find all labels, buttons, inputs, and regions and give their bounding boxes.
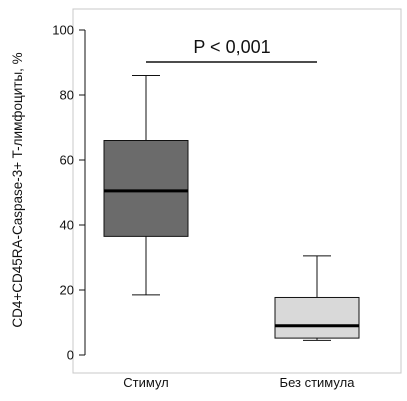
y-axis-label: CD4+CD45RA-Caspase-3+ T-лимфоциты, % [10, 52, 25, 327]
box-1 [103, 75, 189, 296]
y-tick-label: 20 [60, 283, 74, 298]
y-tick-label: 100 [52, 23, 74, 38]
p-value-annotation: P < 0,001 [193, 37, 270, 57]
category-label: Стимул [123, 375, 169, 390]
category-label: Без стимула [280, 375, 356, 390]
plot-frame [72, 8, 402, 374]
box-iqr [274, 296, 360, 339]
boxes [103, 75, 360, 341]
y-tick-label: 40 [60, 218, 74, 233]
y-ticks: 0 20 40 60 80 100 [52, 23, 85, 363]
category-labels: Стимул Без стимула [123, 375, 355, 390]
y-tick-label: 0 [67, 348, 74, 363]
y-tick-label: 80 [60, 88, 74, 103]
box-2 [274, 255, 360, 341]
box-iqr [103, 140, 189, 237]
y-tick-label: 60 [60, 153, 74, 168]
